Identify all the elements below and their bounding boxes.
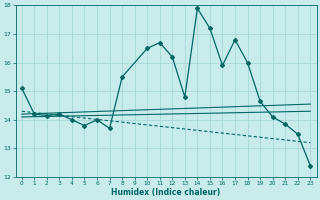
X-axis label: Humidex (Indice chaleur): Humidex (Indice chaleur) [111,188,221,197]
